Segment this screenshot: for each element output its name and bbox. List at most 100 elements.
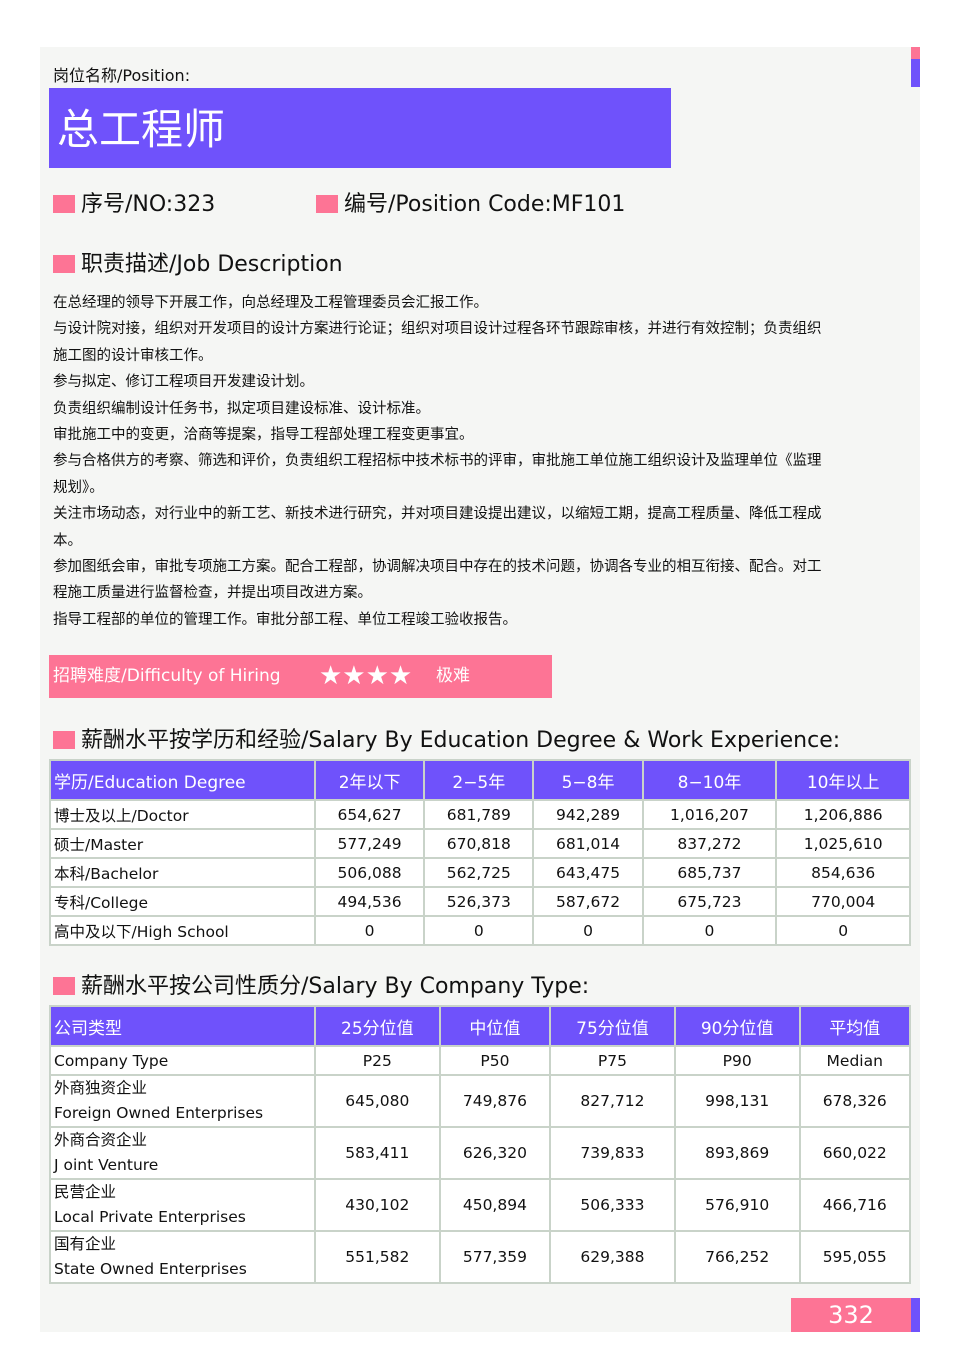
column-header: 2年以下 (313, 759, 426, 801)
code-text: 编号/Position Code:MF101 (344, 192, 626, 217)
description-line: 本。 (53, 532, 82, 549)
table-cell: 526,373 (423, 886, 535, 917)
table-cell: 1,016,207 (641, 799, 778, 830)
description-line: 在总经理的领导下开展工作，向总经理及工程管理委员会汇报工作。 (53, 295, 488, 311)
table-cell: 645,080 (314, 1074, 441, 1128)
table-row: 国有企业 State Owned Enterprises 551,582 577,35… (49, 1230, 911, 1284)
company-type-en: State Owned Enterprises (54, 1260, 247, 1278)
table-cell: 0 (532, 915, 644, 946)
table-cell: 626,320 (438, 1126, 552, 1180)
table-cell: 766,252 (673, 1230, 801, 1284)
table-cell: 681,789 (423, 799, 535, 830)
table-cell: 450,894 (438, 1178, 552, 1232)
table-row: 民营企业 Local Private Enterprises 430,102 450,… (49, 1178, 911, 1232)
accent-purple (911, 59, 920, 87)
table-cell: 高中及以下/High School (49, 915, 316, 946)
job-heading-text: 职责描述/Job Description (81, 252, 343, 277)
table-cell: 685,737 (641, 857, 778, 888)
table-cell: 1,025,610 (775, 828, 911, 859)
table-cell: 466,716 (798, 1178, 911, 1232)
column-header: 10年以上 (775, 759, 911, 801)
table-cell: 0 (641, 915, 778, 946)
table-cell: 本科/Bachelor (49, 857, 316, 888)
star-icons: ★★★★ (319, 661, 413, 691)
job-description: 在总经理的领导下开展工作，向总经理及工程管理委员会汇报工作。与设计院对接，组织对… (53, 290, 913, 633)
column-subheader: P50 (438, 1045, 552, 1076)
table-cell: 629,388 (549, 1230, 676, 1284)
column-subheader: P25 (314, 1045, 441, 1076)
edu-heading-text: 薪酬水平按学历和经验/Salary By Education Degree & … (81, 728, 841, 753)
company-type-cn: 国有企业 (54, 1235, 117, 1253)
column-header: 2−5年 (423, 759, 535, 801)
table-cell: 专科/College (49, 886, 316, 917)
table-cell: 0 (313, 915, 426, 946)
table-row: 外商独资企业 Foreign Owned Enterprises 645,080 74… (49, 1074, 911, 1128)
position-no: 序号/NO:323 (53, 186, 215, 218)
table-cell: 678,326 (798, 1074, 911, 1128)
description-line: 参与合格供方的考察、筛选和评价，负责组织工程招标中技术标书的评审，审批施工单位施… (53, 453, 822, 470)
position-code: 编号/Position Code:MF101 (316, 186, 625, 218)
table-cell: 577,249 (313, 828, 426, 859)
hiring-level: 极难 (436, 666, 470, 686)
table-cell: 494,536 (313, 886, 426, 917)
table-cell: 551,582 (314, 1230, 441, 1284)
table-cell: 506,333 (549, 1178, 676, 1232)
table-cell: 643,475 (532, 857, 644, 888)
table-cell: 827,712 (549, 1074, 676, 1128)
hiring-label: 招聘难度/Difficulty of Hiring (53, 666, 281, 686)
page-number: 332 (791, 1298, 911, 1332)
table-cell: 675,723 (641, 886, 778, 917)
table-row: 硕士/Master 577,249 670,818 681,014 837,272 1,0… (49, 828, 911, 859)
column-subheader: Company Type (49, 1045, 316, 1076)
accent-pink (911, 47, 920, 59)
description-line: 施工图的设计审核工作。 (53, 347, 213, 364)
company-type-cn: 外商合资企业 (54, 1131, 148, 1149)
description-line: 负责组织编制设计任务书，拟定项目建设标准、设计标准。 (53, 400, 430, 417)
column-header: 公司类型 (49, 1005, 316, 1047)
table-cell: 430,102 (314, 1178, 441, 1232)
table-cell: 681,014 (532, 828, 644, 859)
table-cell: 770,004 (775, 886, 911, 917)
table-cell: 583,411 (314, 1126, 441, 1180)
column-header: 平均值 (798, 1005, 911, 1047)
table-cell: 0 (423, 915, 535, 946)
table-cell: 562,725 (423, 857, 535, 888)
table-cell: 1,206,886 (775, 799, 911, 830)
table-cell: 硕士/Master (49, 828, 316, 859)
job-heading: 职责描述/Job Description (53, 246, 343, 278)
table-cell: 0 (775, 915, 911, 946)
column-subheader: P90 (673, 1045, 801, 1076)
company-salary-table: 公司类型 25分位值 中位值 75分位值 90分位值 平均值 Company Type P25… (49, 1005, 911, 1284)
table-cell: 506,088 (313, 857, 426, 888)
edu-salary-table: 学历/Education Degree 2年以下 2−5年 5−8年 8−10年 10年以… (49, 759, 911, 946)
table-cell: 998,131 (673, 1074, 801, 1128)
description-line: 与设计院对接，组织对开发项目的设计方案进行论证；组织对项目设计过程各环节跟踪审核… (53, 321, 822, 338)
description-line: 规划》。 (53, 479, 104, 496)
column-subheader: Median (798, 1045, 911, 1076)
table-cell: 660,022 (798, 1126, 911, 1180)
position-label: 岗位名称/Position: (53, 66, 191, 85)
table-cell: 576,910 (673, 1178, 801, 1232)
table-cell: 博士及以上/Doctor (49, 799, 316, 830)
description-line: 审批施工中的变更，洽商等提案，指导工程部处理工程变更事宜。 (53, 427, 474, 444)
hiring-difficulty-bar: 招聘难度/Difficulty of Hiring ★★★★ 极难 (49, 655, 552, 698)
column-header: 5−8年 (532, 759, 644, 801)
description-line: 关注市场动态，对行业中的新工艺、新技术进行研究，并对项目建设提出建议，以缩短工期… (53, 506, 822, 523)
company-heading: 薪酬水平按公司性质分/Salary By Company Type: (53, 968, 589, 1000)
table-cell: 854,636 (775, 857, 911, 888)
company-type-en: J oint Venture (54, 1156, 159, 1174)
table-cell: 654,627 (313, 799, 426, 830)
table-cell: 942,289 (532, 799, 644, 830)
column-header: 90分位值 (673, 1005, 801, 1047)
description-line: 参加图纸会审，审批专项施工方案。配合工程部，协调解决项目中存在的技术问题，协调各… (53, 559, 822, 576)
company-type-cn: 外商独资企业 (54, 1079, 148, 1097)
table-cell: 837,272 (641, 828, 778, 859)
table-row: 本科/Bachelor 506,088 562,725 643,475 685,737 8… (49, 857, 911, 888)
edu-heading: 薪酬水平按学历和经验/Salary By Education Degree & … (53, 722, 840, 754)
table-cell: 739,833 (549, 1126, 676, 1180)
column-header: 25分位值 (314, 1005, 441, 1047)
title-banner: 总工程师 (49, 88, 671, 168)
table-cell: 670,818 (423, 828, 535, 859)
table-cell: 893,869 (673, 1126, 801, 1180)
page-accent (911, 1298, 920, 1332)
